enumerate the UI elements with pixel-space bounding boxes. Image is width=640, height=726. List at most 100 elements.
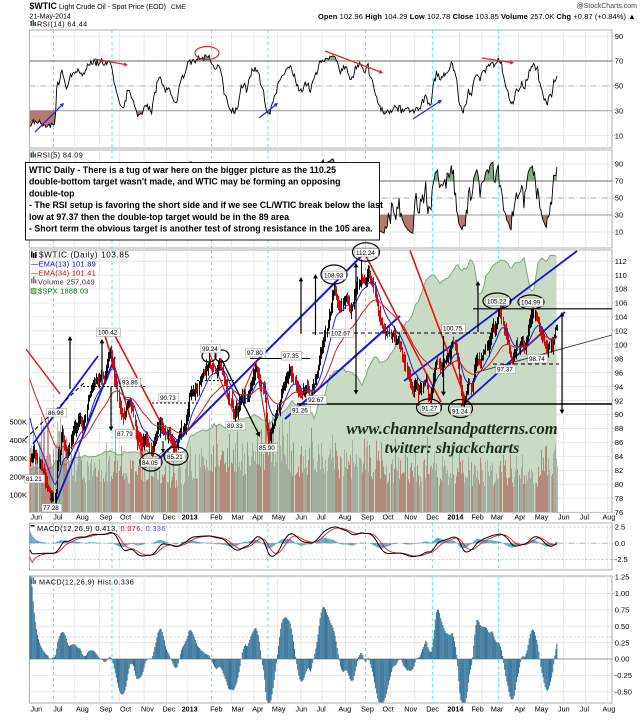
svg-text:106: 106 (615, 299, 628, 308)
svg-text:Dec: Dec (426, 513, 439, 522)
svg-text:80: 80 (615, 480, 623, 489)
svg-text:Mar: Mar (491, 513, 504, 522)
svg-text:Dec: Dec (163, 513, 176, 522)
svg-text:RSI(14) 64.44: RSI(14) 64.44 (37, 20, 88, 29)
svg-text:100.75: 100.75 (443, 326, 463, 333)
svg-text:200K: 200K (9, 472, 27, 481)
svg-text:2013: 2013 (182, 513, 198, 522)
svg-text:90: 90 (615, 160, 623, 169)
svg-text:Apr: Apr (514, 513, 526, 522)
svg-text:Light Crude Oil - Spot Price (: Light Crude Oil - Spot Price (EOD) (59, 4, 166, 11)
svg-text:91.24: 91.24 (452, 409, 468, 416)
svg-text:99.24: 99.24 (202, 346, 218, 353)
svg-text:Jun: Jun (558, 705, 570, 714)
svg-text:2014: 2014 (447, 513, 463, 522)
svg-text:108.93: 108.93 (324, 273, 344, 280)
svg-text:0.50: 0.50 (615, 622, 630, 631)
svg-text:Feb: Feb (210, 513, 222, 522)
svg-text:Apr: Apr (252, 705, 264, 714)
svg-text:92: 92 (615, 396, 623, 405)
svg-text:Jul: Jul (580, 705, 590, 714)
svg-text:89.33: 89.33 (227, 423, 243, 430)
svg-text:1.25: 1.25 (615, 573, 630, 582)
svg-text:Jun: Jun (296, 705, 308, 714)
svg-text:84: 84 (615, 452, 623, 461)
svg-text:96: 96 (615, 368, 623, 377)
svg-text:Jun: Jun (31, 705, 43, 714)
svg-text:102.67: 102.67 (331, 331, 351, 338)
svg-text:-2.5: -2.5 (615, 555, 628, 564)
svg-text:Aug: Aug (76, 705, 89, 714)
svg-text:105.22: 105.22 (487, 299, 507, 306)
svg-text:30: 30 (615, 106, 623, 115)
svg-text:Oct: Oct (120, 705, 131, 714)
svg-text:Nov: Nov (141, 513, 154, 522)
svg-text:90.73: 90.73 (160, 395, 176, 402)
svg-text:70: 70 (615, 177, 623, 186)
svg-text:Jun: Jun (558, 513, 570, 522)
svg-text:Mar: Mar (232, 705, 245, 714)
svg-text:94: 94 (615, 382, 623, 391)
svg-text:Jul: Jul (53, 513, 63, 522)
svg-text:Jul: Jul (317, 513, 327, 522)
svg-text:86.98: 86.98 (48, 410, 64, 417)
svg-text:70: 70 (615, 57, 623, 66)
svg-text:84.05: 84.05 (142, 460, 158, 467)
svg-text:1.00: 1.00 (615, 589, 630, 598)
svg-text:30: 30 (615, 211, 623, 220)
svg-text:Feb: Feb (471, 513, 483, 522)
svg-text:97.37: 97.37 (497, 367, 513, 374)
svg-text:Nov: Nov (404, 705, 417, 714)
svg-text:300K: 300K (9, 454, 27, 463)
svg-text:Aug: Aug (603, 705, 616, 714)
svg-text:100K: 100K (9, 491, 27, 500)
svg-text:0.75: 0.75 (615, 606, 630, 615)
svg-text:Aug: Aug (76, 513, 89, 522)
svg-text:91.27: 91.27 (422, 406, 438, 413)
svg-text:50: 50 (615, 82, 623, 91)
svg-text:104: 104 (615, 313, 628, 322)
svg-text:500K: 500K (9, 418, 27, 427)
svg-text:Oct: Oct (383, 705, 394, 714)
svg-text:$WTIC (Daily) 103.85: $WTIC (Daily) 103.85 (39, 251, 130, 260)
svg-text:21-May-2014: 21-May-2014 (30, 14, 71, 21)
svg-text:Apr: Apr (514, 705, 526, 714)
svg-text:86: 86 (615, 438, 623, 447)
svg-text:10: 10 (615, 228, 623, 237)
svg-text:Jun: Jun (296, 513, 308, 522)
svg-text:Sep: Sep (361, 513, 374, 522)
svg-text:May: May (272, 705, 286, 714)
svg-text:92.67: 92.67 (308, 397, 324, 404)
svg-text:CME: CME (171, 4, 186, 11)
svg-text:Oct: Oct (383, 513, 394, 522)
svg-text:May: May (272, 513, 286, 522)
svg-text:85.21: 85.21 (167, 454, 183, 461)
svg-text:87.79: 87.79 (117, 431, 133, 438)
svg-text:Jul: Jul (317, 705, 327, 714)
svg-text:85.90: 85.90 (259, 445, 275, 452)
svg-text:—EMA(34) 101.41: —EMA(34) 101.41 (31, 269, 96, 278)
svg-text:$WTIC: $WTIC (30, 1, 58, 11)
svg-text:100.42: 100.42 (98, 330, 118, 337)
svg-text:Apr: Apr (252, 513, 264, 522)
svg-text:RSI(5) 84.09: RSI(5) 84.09 (37, 151, 83, 160)
svg-text:Jun: Jun (31, 513, 43, 522)
svg-text:Dec: Dec (426, 705, 439, 714)
svg-text:91.26: 91.26 (292, 408, 308, 415)
svg-text:98: 98 (615, 354, 623, 363)
svg-text:Sep: Sep (361, 705, 374, 714)
svg-text:Feb: Feb (210, 705, 222, 714)
svg-text:—EMA(13) 101.89: —EMA(13) 101.89 (31, 260, 96, 269)
svg-text:Aug: Aug (338, 705, 351, 714)
svg-text:double-top: double-top (29, 188, 75, 198)
svg-text:May: May (535, 513, 549, 522)
svg-text:104.99: 104.99 (521, 300, 541, 307)
svg-text:2.5: 2.5 (615, 523, 625, 532)
svg-text:Oct: Oct (120, 513, 131, 522)
svg-text:110: 110 (615, 271, 627, 280)
svg-text:100: 100 (615, 341, 628, 350)
svg-text:$SPX 1888.03: $SPX 1888.03 (38, 287, 89, 296)
svg-text:112: 112 (615, 257, 627, 266)
svg-text:78: 78 (615, 494, 623, 503)
svg-text:112.24: 112.24 (356, 250, 375, 257)
